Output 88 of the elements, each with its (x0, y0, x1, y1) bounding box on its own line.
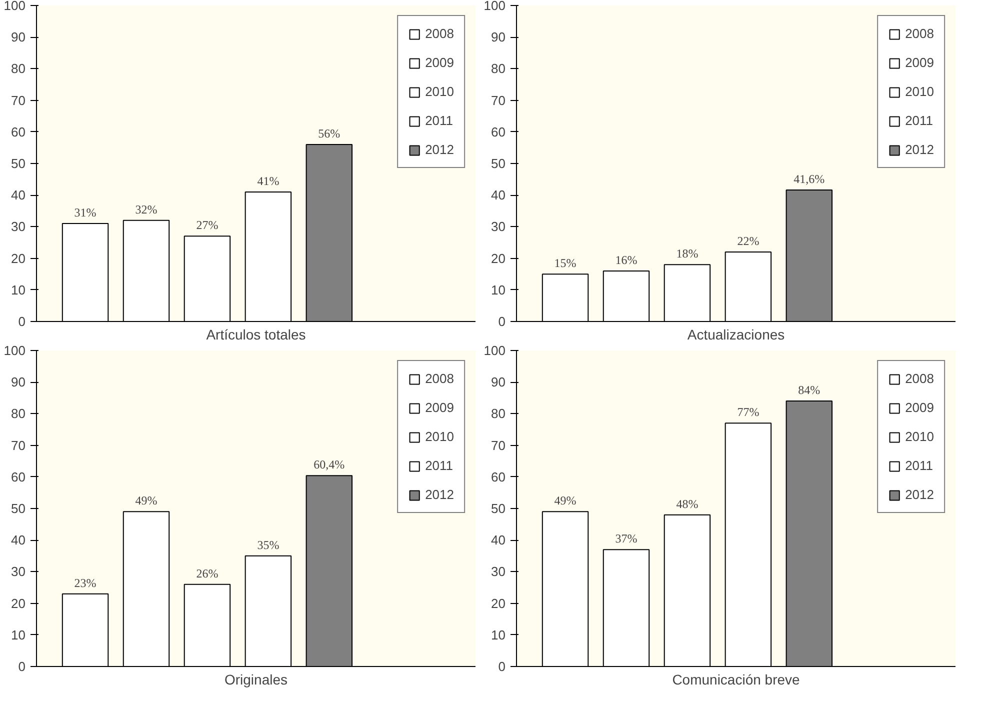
y-tick-label: 70 (491, 438, 506, 453)
y-tick-label: 0 (498, 659, 506, 674)
y-tick-label: 10 (11, 627, 26, 642)
y-tick-label: 0 (498, 314, 506, 329)
y-tick-label: 0 (18, 659, 26, 674)
legend-label: 2011 (425, 458, 454, 473)
y-tick-label: 20 (11, 596, 26, 611)
y-tick-label: 90 (491, 374, 506, 390)
data-label: 32% (135, 202, 158, 216)
data-label: 60,4% (314, 458, 345, 472)
y-tick-label: 70 (11, 438, 26, 453)
data-label: 37% (615, 532, 638, 546)
y-tick-label: 60 (11, 124, 26, 140)
legend-label: 2010 (905, 84, 934, 99)
y-tick-label: 90 (11, 374, 26, 390)
y-tick-label: 40 (491, 532, 506, 548)
y-tick-label: 50 (11, 156, 26, 171)
y-tick-label: 40 (11, 532, 26, 548)
data-label: 22% (737, 234, 760, 248)
y-tick-label: 20 (491, 596, 506, 611)
data-label: 48% (676, 496, 698, 511)
y-tick-label: 10 (11, 282, 26, 298)
y-tick-label: 30 (491, 564, 506, 580)
y-tick-label: 90 (11, 30, 26, 45)
legend-label: 2012 (905, 142, 934, 157)
legend-label: 2010 (905, 429, 934, 444)
data-label: 49% (554, 494, 576, 508)
data-label: 77% (737, 405, 760, 420)
legend-label: 2012 (425, 487, 454, 502)
y-tick-label: 80 (491, 61, 506, 76)
y-tick-label: 10 (491, 627, 506, 642)
legend-label: 2010 (425, 84, 454, 99)
y-tick-label: 100 (484, 0, 506, 13)
legend-label: 2011 (425, 113, 454, 128)
y-tick-label: 40 (491, 188, 506, 203)
y-tick-label: 80 (11, 406, 26, 422)
y-tick-label: 70 (11, 92, 26, 108)
data-label: 16% (615, 252, 638, 267)
legend-label: 2008 (905, 26, 934, 41)
y-tick-label: 100 (484, 343, 506, 358)
x-axis-title: Actualizaciones (687, 326, 785, 342)
legend-label: 2008 (425, 26, 454, 41)
legend-label: 2009 (425, 400, 454, 415)
data-label: 18% (676, 246, 698, 261)
data-label: 56% (318, 126, 340, 141)
legend-label: 2008 (425, 371, 454, 386)
y-tick-label: 80 (11, 61, 26, 76)
y-tick-label: 60 (11, 469, 26, 484)
y-tick-label: 50 (491, 156, 506, 171)
data-label: 26% (196, 566, 218, 580)
y-tick-label: 100 (4, 0, 26, 13)
x-axis-title: Comunicación breve (672, 672, 800, 688)
y-tick-label: 80 (491, 406, 506, 422)
y-tick-label: 30 (11, 564, 26, 580)
data-label: 31% (74, 206, 96, 220)
y-tick-label: 10 (491, 282, 506, 298)
y-tick-label: 50 (11, 501, 26, 516)
legend-label: 2012 (425, 142, 454, 157)
y-tick-label: 40 (11, 188, 26, 203)
legend-label: 2009 (905, 400, 934, 415)
data-label: 49% (135, 494, 158, 508)
y-tick-label: 70 (491, 92, 506, 108)
legend-label: 2011 (905, 113, 934, 128)
y-tick-label: 60 (491, 469, 506, 484)
y-tick-label: 0 (18, 314, 26, 329)
data-label: 41% (257, 174, 280, 188)
x-axis-title: Artículos totales (206, 326, 306, 342)
legend-label: 2008 (905, 371, 934, 386)
data-label: 23% (74, 576, 96, 590)
y-tick-label: 100 (4, 343, 26, 358)
data-label: 84% (798, 383, 820, 398)
data-label: 15% (554, 256, 576, 270)
data-label: 41,6% (794, 172, 825, 186)
y-tick-label: 20 (491, 250, 506, 266)
legend-label: 2009 (905, 55, 934, 70)
y-tick-label: 60 (491, 124, 506, 140)
legend-label: 2009 (425, 55, 454, 70)
data-label: 35% (257, 538, 280, 552)
legend-label: 2011 (905, 458, 934, 473)
legend-label: 2010 (425, 429, 454, 444)
y-tick-label: 20 (11, 250, 26, 266)
legend-label: 2012 (905, 487, 934, 502)
y-tick-label: 50 (491, 501, 506, 516)
data-label: 27% (196, 218, 218, 232)
y-tick-label: 30 (491, 219, 506, 234)
y-tick-label: 90 (491, 30, 506, 45)
x-axis-title: Originales (224, 672, 288, 688)
y-tick-label: 30 (11, 219, 26, 234)
